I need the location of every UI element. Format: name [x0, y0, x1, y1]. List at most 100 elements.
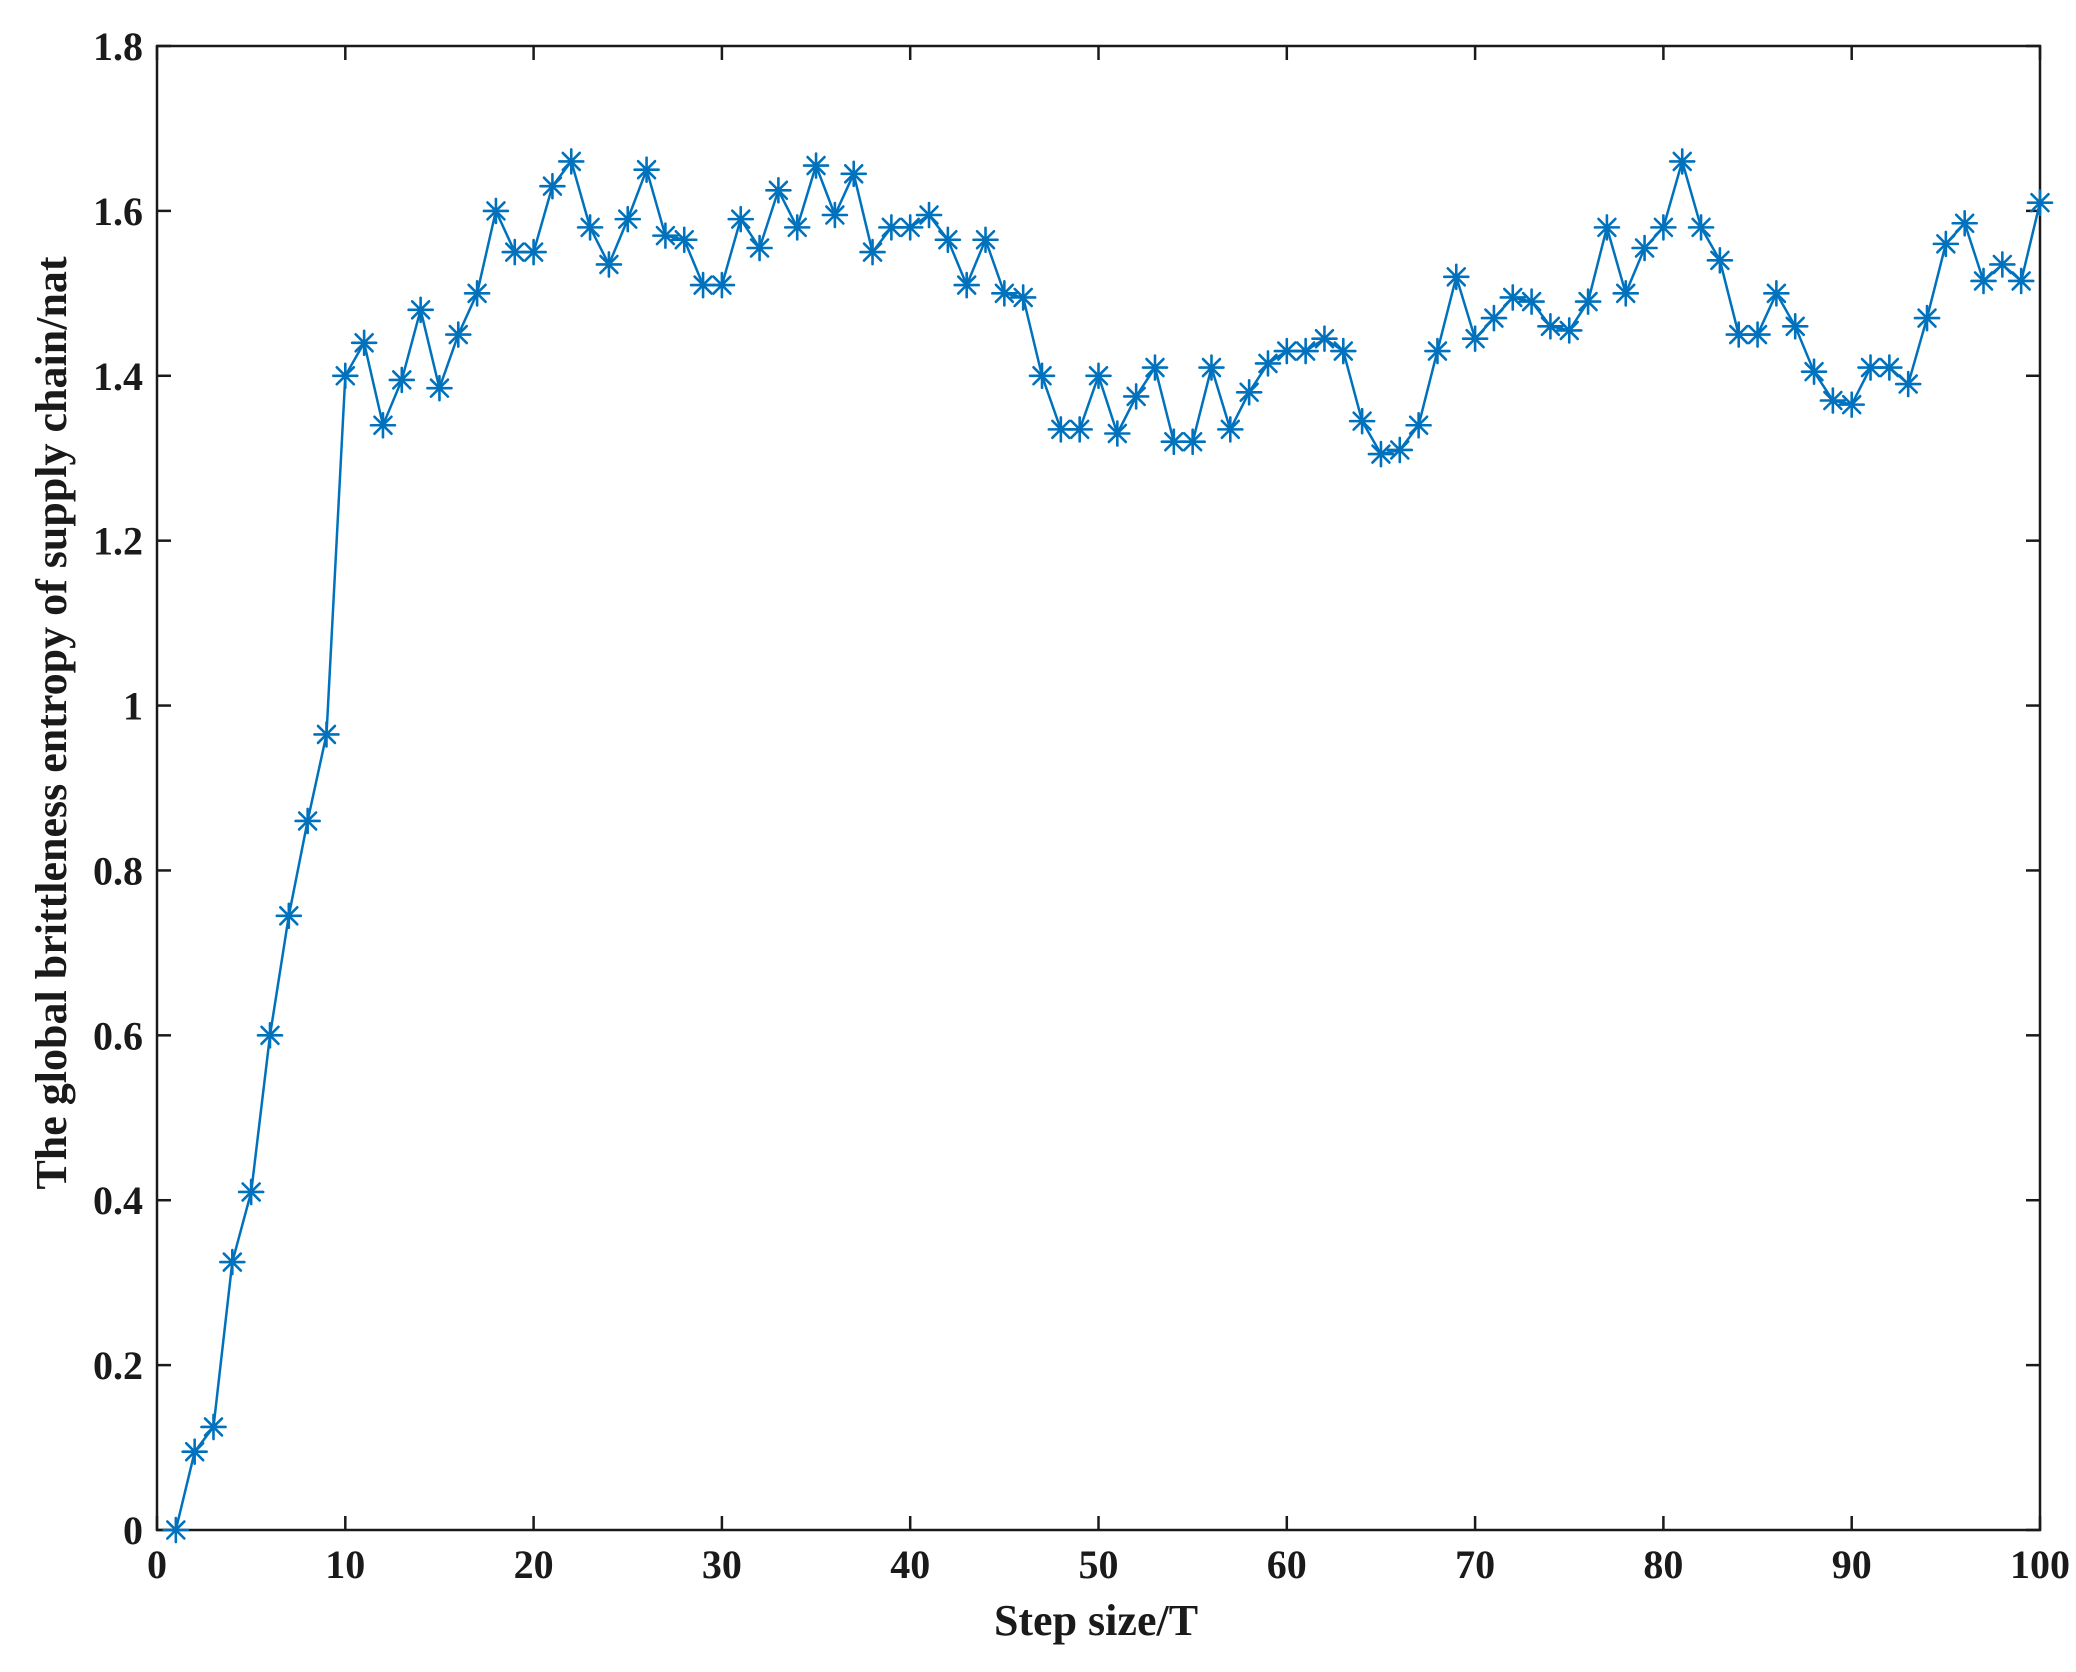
data-point [219, 1248, 246, 1276]
data-point [1687, 214, 1715, 241]
x-axis-label: Step size/T [994, 1596, 1198, 1645]
data-point [576, 214, 604, 241]
data-point [1198, 354, 1225, 381]
data-point [200, 1413, 227, 1441]
data-point [388, 366, 416, 394]
data-point [1650, 214, 1677, 241]
data-point [162, 1516, 190, 1544]
data-point [313, 721, 340, 748]
x-axis-ticks: 0 10 20 30 40 50 60 70 80 90 100 [147, 46, 2070, 1587]
data-point [557, 148, 585, 175]
data-point [1047, 416, 1075, 443]
data-point [1085, 362, 1112, 390]
data-point [972, 226, 999, 254]
data-point [181, 1438, 208, 1465]
data-point [859, 238, 886, 266]
data-point [1932, 230, 1960, 258]
data-point [1574, 288, 1602, 315]
x-tick-label: 40 [890, 1542, 930, 1587]
x-tick-label: 0 [147, 1542, 167, 1587]
data-point [1763, 280, 1790, 307]
data-point [1141, 354, 1169, 381]
data-point [2007, 267, 2035, 295]
data-point [1254, 350, 1282, 377]
data-point [1499, 284, 1527, 311]
y-tick-label: 1.8 [93, 24, 143, 69]
data-point [1424, 337, 1451, 365]
data-point [237, 1178, 265, 1206]
data-point [896, 214, 924, 241]
data-point [1800, 358, 1828, 385]
y-tick-label: 0.6 [93, 1013, 143, 1058]
data-point [1706, 247, 1734, 274]
data-point [1894, 370, 1922, 398]
x-tick-label: 60 [1267, 1542, 1307, 1587]
data-point [1009, 284, 1037, 311]
plot-area [155, 44, 2042, 1532]
data-point [670, 226, 698, 254]
x-tick-label: 10 [325, 1542, 365, 1587]
data-point [1913, 304, 1941, 332]
data-point [633, 156, 660, 183]
data-point [765, 176, 792, 204]
y-tick-label: 1.2 [93, 519, 143, 564]
data-point [1537, 313, 1564, 340]
data-point [407, 296, 434, 324]
x-tick-label: 100 [2010, 1542, 2070, 1587]
data-point [294, 807, 321, 835]
data-point [1348, 407, 1376, 435]
series-layer [162, 148, 2054, 1544]
data-point [1612, 280, 1640, 307]
y-tick-label: 1.6 [93, 189, 143, 234]
data-point [331, 362, 359, 390]
y-tick-label: 0.8 [93, 848, 143, 893]
data-point [915, 201, 943, 229]
data-point [1989, 251, 2016, 278]
data-point [1442, 263, 1470, 291]
data-point [727, 205, 755, 233]
data-point [1668, 148, 1696, 175]
series-line [174, 156, 2042, 1531]
data-point [840, 160, 868, 188]
x-tick-label: 70 [1455, 1542, 1495, 1587]
data-point [1405, 411, 1432, 439]
data-point [821, 201, 849, 229]
data-point [708, 271, 736, 299]
data-point [1631, 234, 1658, 262]
plot-frame [155, 44, 2042, 1532]
data-point [2026, 189, 2054, 216]
data-point [1838, 391, 1865, 418]
data-point [1480, 304, 1508, 332]
data-point [1217, 416, 1244, 443]
data-point [539, 172, 566, 200]
data-point [934, 226, 962, 254]
data-point [595, 251, 623, 278]
data-point [463, 280, 491, 307]
data-point [256, 1022, 284, 1049]
data-point [1518, 288, 1545, 315]
y-axis-ticks: 0 0.2 0.4 0.6 0.8 1 1.2 1.4 1.6 1.8 [93, 24, 2040, 1553]
y-tick-label: 0.4 [93, 1178, 143, 1223]
data-point [802, 152, 830, 179]
data-point [275, 902, 303, 930]
y-tick-label: 1.4 [93, 354, 143, 399]
x-tick-label: 30 [702, 1542, 742, 1587]
x-tick-label: 90 [1832, 1542, 1872, 1587]
data-point [369, 411, 397, 439]
data-point [953, 271, 980, 299]
y-tick-label: 0.2 [93, 1343, 143, 1388]
data-point [1367, 440, 1395, 468]
y-axis-label: The global brittleness entropy of supply… [27, 256, 76, 1189]
data-point [1311, 325, 1338, 352]
data-point [783, 214, 811, 241]
data-point [1781, 313, 1809, 340]
data-point [652, 222, 679, 249]
data-point [614, 205, 642, 233]
data-point [426, 374, 453, 402]
data-point [1122, 383, 1150, 410]
y-tick-label: 1 [123, 684, 143, 729]
data-point [1329, 337, 1357, 365]
data-point [1461, 325, 1489, 352]
data-point [444, 321, 472, 348]
data-point [520, 238, 547, 266]
